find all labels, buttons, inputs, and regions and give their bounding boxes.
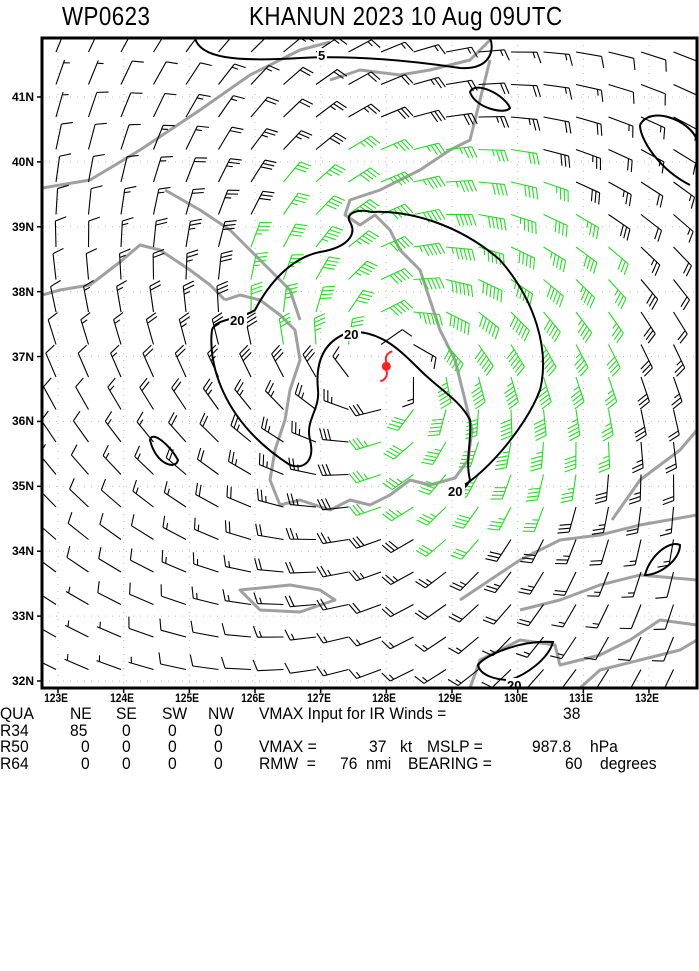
vmax-ir-label: VMAX Input for IR Winds =: [259, 706, 446, 723]
longitude-tick-label: 129E: [438, 691, 462, 705]
value-ne: 0: [81, 756, 90, 773]
table-row-r64: R64 0 0 0 0 RMW = 76 nmi BEARING = 60 de…: [0, 756, 699, 773]
svg-text:5: 5: [318, 48, 325, 63]
bearing-units: degrees: [600, 756, 657, 773]
longitude-tick-label: 124E: [110, 691, 134, 705]
value-sw: 0: [168, 756, 177, 773]
value-se: 0: [122, 756, 131, 773]
rmw-label: RMW =: [259, 756, 316, 773]
latitude-tick-label: 39N: [0, 220, 34, 234]
svg-text:20: 20: [344, 327, 358, 342]
svg-text:20: 20: [230, 313, 244, 328]
latitude-tick-label: 37N: [0, 350, 34, 364]
row-label: R64: [0, 756, 29, 773]
svg-text:20: 20: [448, 484, 462, 499]
latitude-tick-label: 40N: [0, 155, 34, 169]
latitude-tick-label: 35N: [0, 479, 34, 493]
latitude-tick-label: 32N: [0, 674, 34, 688]
table-header-row: QUA NE SE SW NW VMAX Input for IR Winds …: [0, 706, 699, 723]
longitude-tick-label: 125E: [175, 691, 199, 705]
wind-radii-info: QUA NE SE SW NW VMAX Input for IR Winds …: [0, 706, 699, 772]
latitude-tick-label: 36N: [0, 414, 34, 428]
longitude-tick-label: 123E: [44, 691, 68, 705]
value-nw: 0: [214, 756, 223, 773]
longitude-tick-label: 132E: [635, 691, 659, 705]
latitude-tick-label: 41N: [0, 90, 34, 104]
longitude-tick-label: 131E: [569, 691, 593, 705]
bearing-label: BEARING =: [408, 756, 492, 773]
rmw-value: 76: [340, 756, 357, 773]
latitude-tick-label: 34N: [0, 544, 34, 558]
vmax-ir-value: 38: [563, 706, 580, 723]
longitude-tick-label: 128E: [372, 691, 396, 705]
rmw-units: nmi: [366, 756, 391, 773]
longitude-tick-label: 127E: [307, 691, 331, 705]
latitude-tick-label: 33N: [0, 609, 34, 623]
longitude-tick-label: 130E: [504, 691, 528, 705]
longitude-tick-label: 126E: [241, 691, 265, 705]
bearing-value: 60: [565, 756, 582, 773]
latitude-tick-label: 38N: [0, 285, 34, 299]
